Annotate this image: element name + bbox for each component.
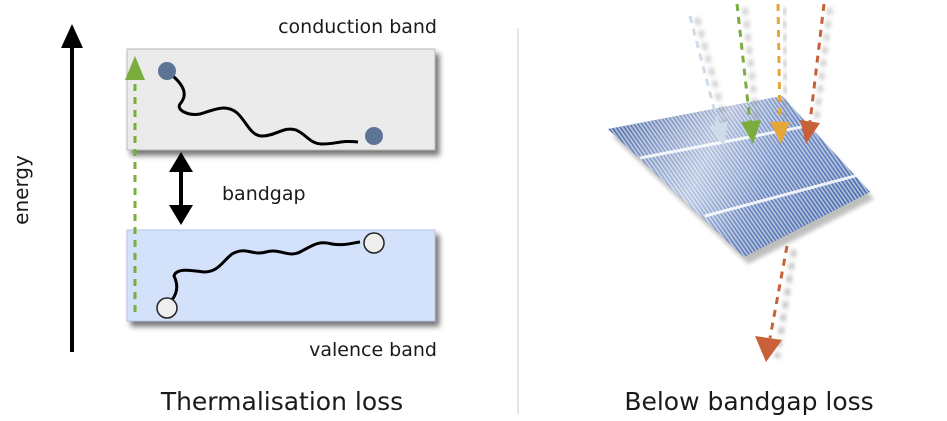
incoming-photon-red xyxy=(800,3,833,144)
incoming-photon-pale-blue xyxy=(688,15,730,146)
transmitted-photon-red xyxy=(755,245,797,362)
incoming-photon-green xyxy=(735,3,761,144)
conduction-band xyxy=(126,48,436,151)
valence-band-label: valence band xyxy=(309,339,437,361)
hole-start xyxy=(156,297,178,319)
bandgap-label: bandgap xyxy=(222,183,306,205)
left-caption: Thermalisation loss xyxy=(160,387,403,416)
conduction-band-label: conduction band xyxy=(278,16,437,38)
bandgap-arrow xyxy=(169,152,193,225)
right-caption: Below bandgap loss xyxy=(624,387,873,416)
incoming-photon-orange xyxy=(770,3,790,144)
energy-axis xyxy=(61,24,83,352)
electron-end xyxy=(365,127,383,145)
energy-axis-label: energy xyxy=(9,155,33,225)
electron-start xyxy=(158,62,176,80)
electron-thermalisation-path xyxy=(167,70,359,146)
hole-end xyxy=(363,232,385,254)
hole-thermalisation-path xyxy=(170,240,361,301)
absorbed-photon-arrow xyxy=(125,56,146,318)
